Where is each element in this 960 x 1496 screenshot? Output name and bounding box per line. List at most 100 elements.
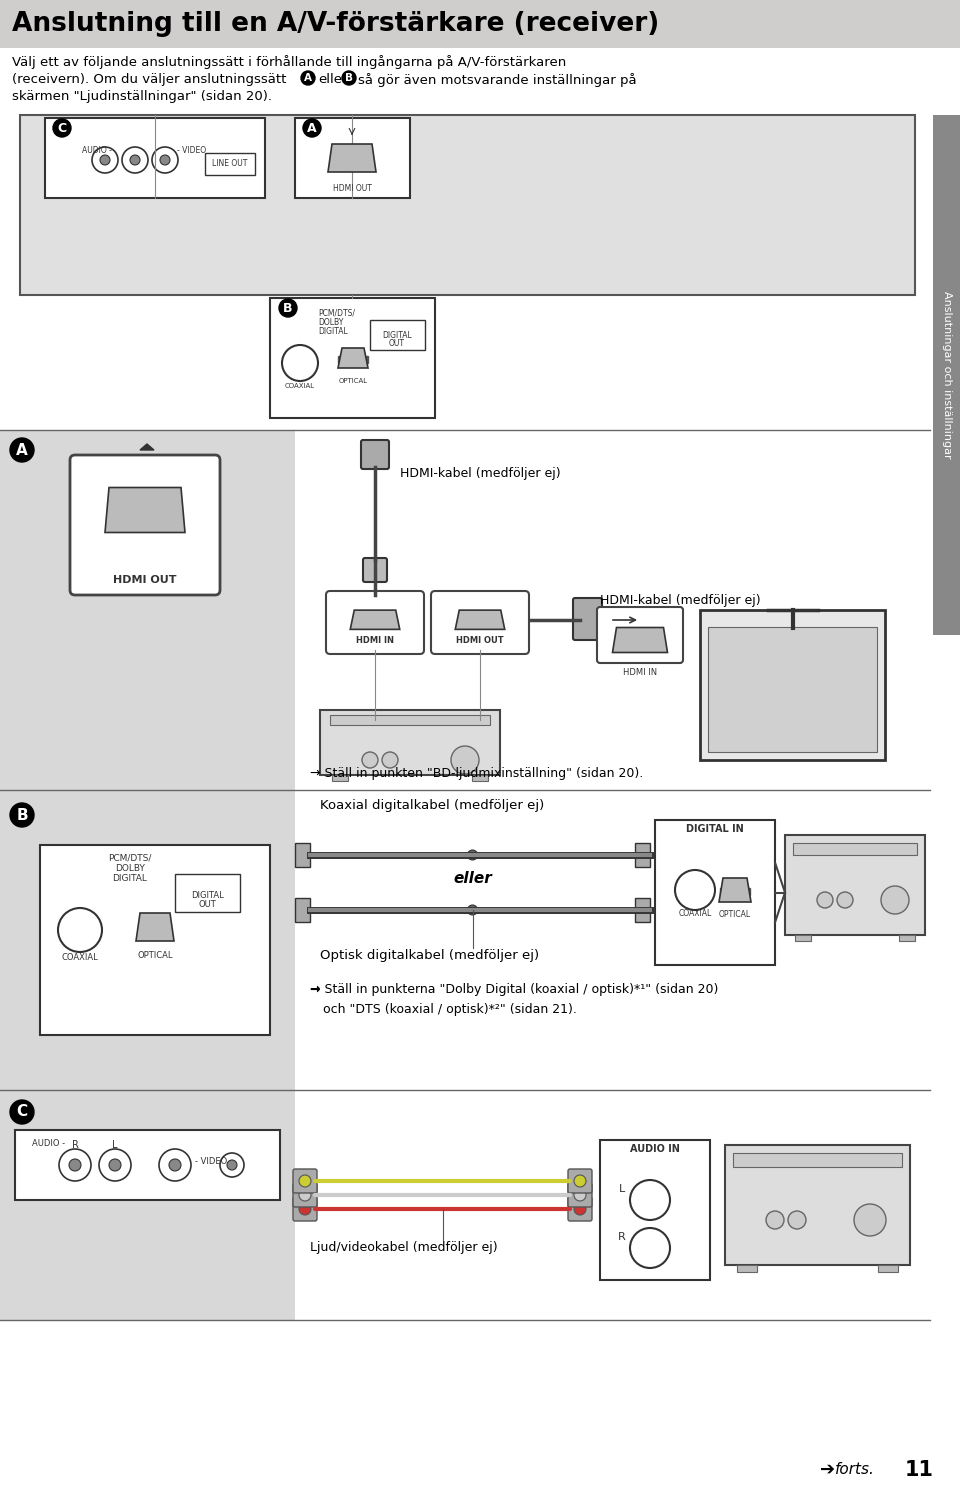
FancyBboxPatch shape	[725, 1144, 910, 1266]
Text: A: A	[16, 443, 28, 458]
FancyBboxPatch shape	[45, 118, 265, 197]
Circle shape	[642, 1240, 658, 1257]
FancyBboxPatch shape	[70, 455, 220, 595]
Circle shape	[342, 70, 356, 85]
Circle shape	[788, 1210, 806, 1230]
Circle shape	[292, 355, 308, 371]
Text: → Ställ in punkten "BD-ljudmixinställning" (sidan 20).: → Ställ in punkten "BD-ljudmixinställnin…	[310, 766, 643, 779]
Circle shape	[468, 905, 477, 916]
FancyBboxPatch shape	[700, 610, 885, 760]
Circle shape	[160, 156, 170, 165]
FancyBboxPatch shape	[795, 935, 811, 941]
Circle shape	[169, 1159, 181, 1171]
Polygon shape	[338, 356, 368, 364]
FancyBboxPatch shape	[600, 1140, 710, 1281]
Circle shape	[837, 892, 853, 908]
Circle shape	[299, 1203, 311, 1215]
Circle shape	[687, 883, 703, 898]
Circle shape	[382, 752, 398, 767]
Text: PCM/DTS/: PCM/DTS/	[108, 854, 152, 863]
Text: A: A	[304, 73, 312, 82]
Text: DIGITAL: DIGITAL	[382, 331, 412, 340]
FancyBboxPatch shape	[878, 1266, 898, 1272]
Circle shape	[279, 299, 297, 317]
Polygon shape	[105, 488, 185, 533]
FancyBboxPatch shape	[0, 790, 295, 1091]
Text: COAXIAL: COAXIAL	[285, 383, 315, 389]
FancyBboxPatch shape	[40, 845, 270, 1035]
Circle shape	[69, 1159, 81, 1171]
FancyBboxPatch shape	[655, 820, 775, 965]
FancyBboxPatch shape	[0, 0, 960, 48]
Circle shape	[675, 871, 715, 910]
Circle shape	[282, 346, 318, 381]
Text: L: L	[619, 1183, 625, 1194]
Text: HDMI-kabel (medföljer ej): HDMI-kabel (medföljer ej)	[600, 594, 760, 606]
Text: COAXIAL: COAXIAL	[61, 953, 98, 962]
Circle shape	[630, 1180, 670, 1221]
Text: skärmen "Ljudinställningar" (sidan 20).: skärmen "Ljudinställningar" (sidan 20).	[12, 90, 272, 103]
Circle shape	[10, 1100, 34, 1123]
FancyBboxPatch shape	[0, 1091, 295, 1319]
Text: HDMI OUT: HDMI OUT	[113, 574, 177, 585]
Polygon shape	[719, 878, 751, 902]
Text: Anslutningar och inställningar: Anslutningar och inställningar	[942, 292, 951, 459]
Circle shape	[152, 147, 178, 174]
FancyBboxPatch shape	[568, 1183, 592, 1207]
Text: B: B	[283, 302, 293, 314]
Circle shape	[766, 1210, 784, 1230]
Text: B: B	[345, 73, 353, 82]
Circle shape	[303, 120, 321, 138]
Text: Anslutning till en A/V-förstärkare (receiver): Anslutning till en A/V-förstärkare (rece…	[12, 10, 660, 37]
Circle shape	[630, 1228, 670, 1269]
Text: och "DTS (koaxial / optisk)*²" (sidan 21).: och "DTS (koaxial / optisk)*²" (sidan 21…	[324, 1004, 577, 1016]
Polygon shape	[338, 349, 368, 368]
Text: ➔: ➔	[820, 1462, 835, 1480]
Circle shape	[10, 803, 34, 827]
Text: Optisk digitalkabel (medföljer ej): Optisk digitalkabel (medföljer ej)	[320, 948, 540, 962]
Circle shape	[227, 1159, 237, 1170]
Text: R: R	[618, 1233, 626, 1242]
Circle shape	[130, 156, 140, 165]
Text: AUDIO -: AUDIO -	[32, 1138, 65, 1147]
Polygon shape	[625, 637, 655, 645]
Circle shape	[362, 752, 378, 767]
Text: COAXIAL: COAXIAL	[679, 910, 711, 919]
Circle shape	[122, 147, 148, 174]
FancyBboxPatch shape	[205, 153, 255, 175]
FancyBboxPatch shape	[431, 591, 529, 654]
Text: forts.: forts.	[835, 1463, 875, 1478]
FancyBboxPatch shape	[635, 844, 650, 868]
Text: 11: 11	[905, 1460, 934, 1480]
Text: L: L	[112, 1140, 118, 1150]
FancyBboxPatch shape	[270, 298, 435, 417]
FancyBboxPatch shape	[326, 591, 424, 654]
FancyBboxPatch shape	[361, 440, 389, 470]
Text: OPTICAL: OPTICAL	[137, 951, 173, 960]
Text: → Ställ in punkterna "Dolby Digital (koaxial / optisk)*¹" (sidan 20): → Ställ in punkterna "Dolby Digital (koa…	[310, 983, 718, 996]
Polygon shape	[360, 618, 390, 625]
Circle shape	[59, 1149, 91, 1180]
FancyBboxPatch shape	[933, 115, 960, 634]
Circle shape	[574, 1174, 586, 1186]
Polygon shape	[337, 156, 367, 163]
Circle shape	[71, 922, 89, 939]
Text: OUT: OUT	[198, 901, 216, 910]
Text: - VIDEO: - VIDEO	[195, 1158, 228, 1167]
FancyBboxPatch shape	[472, 775, 488, 781]
Text: C: C	[58, 121, 66, 135]
Circle shape	[881, 886, 909, 914]
Polygon shape	[350, 610, 399, 630]
Text: eller: eller	[454, 871, 492, 886]
FancyBboxPatch shape	[737, 1266, 757, 1272]
Text: OUT: OUT	[389, 340, 405, 349]
Polygon shape	[130, 509, 160, 515]
Circle shape	[642, 1192, 658, 1207]
Text: B: B	[16, 808, 28, 823]
FancyBboxPatch shape	[793, 844, 917, 856]
Circle shape	[301, 70, 315, 85]
Polygon shape	[465, 618, 495, 625]
Text: HDMI OUT: HDMI OUT	[456, 636, 504, 645]
Circle shape	[109, 1159, 121, 1171]
Text: HDMI IN: HDMI IN	[623, 667, 657, 676]
